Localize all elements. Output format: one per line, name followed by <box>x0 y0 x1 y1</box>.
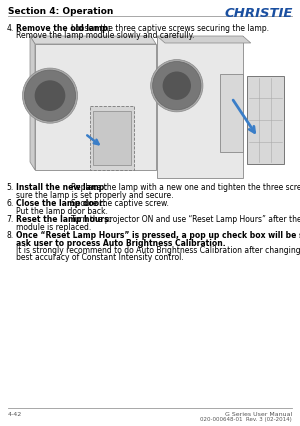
Text: Install the new lamp:: Install the new lamp: <box>16 183 107 192</box>
Text: Remove the old lamp:: Remove the old lamp: <box>16 24 111 33</box>
Circle shape <box>22 68 78 123</box>
Polygon shape <box>247 76 284 164</box>
Text: 4-42: 4-42 <box>8 412 22 417</box>
Text: Loosen the three captive screws securing the lamp.: Loosen the three captive screws securing… <box>71 24 269 33</box>
Polygon shape <box>30 36 156 44</box>
Circle shape <box>151 60 203 112</box>
Text: 6.: 6. <box>7 199 14 208</box>
Text: ask user to process Auto Brightness Calibration.: ask user to process Auto Brightness Cali… <box>16 239 226 248</box>
Polygon shape <box>220 75 243 153</box>
Polygon shape <box>93 111 131 165</box>
Polygon shape <box>35 44 156 170</box>
Text: 5.: 5. <box>7 183 14 192</box>
Text: Reset the lamp hours:: Reset the lamp hours: <box>16 215 112 224</box>
Text: Remove the lamp module slowly and carefully.: Remove the lamp module slowly and carefu… <box>16 32 194 40</box>
Text: It is strongly recommend to do Auto Brightness Calibration after changing lamp t: It is strongly recommend to do Auto Brig… <box>16 246 300 255</box>
Text: 4.: 4. <box>7 24 14 33</box>
Text: sure the lamp is set properly and secure.: sure the lamp is set properly and secure… <box>16 190 173 199</box>
Text: Section 4: Operation: Section 4: Operation <box>8 7 113 16</box>
Text: Turn the projector ON and use “Reset Lamp Hours” after the lamp: Turn the projector ON and use “Reset Lam… <box>71 215 300 224</box>
Text: Replace the lamp with a new one and tighten the three screws. Make: Replace the lamp with a new one and tigh… <box>71 183 300 192</box>
Text: Put the lamp door back.: Put the lamp door back. <box>16 207 108 216</box>
Text: module is replaced.: module is replaced. <box>16 222 91 231</box>
Circle shape <box>163 72 191 100</box>
Text: 020-000648-01  Rev. 3 (02-2014): 020-000648-01 Rev. 3 (02-2014) <box>200 417 292 422</box>
Circle shape <box>24 70 76 121</box>
Circle shape <box>153 62 201 110</box>
Text: Secure the captive screw.: Secure the captive screw. <box>71 199 169 208</box>
Text: G Series User Manual: G Series User Manual <box>225 412 292 417</box>
Polygon shape <box>30 36 35 170</box>
Polygon shape <box>157 36 251 43</box>
Text: Close the lamp door:: Close the lamp door: <box>16 199 106 208</box>
Polygon shape <box>157 36 243 178</box>
Text: 8.: 8. <box>7 231 14 240</box>
Circle shape <box>35 81 65 111</box>
Text: 7.: 7. <box>7 215 14 224</box>
Text: Once “Reset Lamp Hours” is pressed, a pop up check box will be shown on screen t: Once “Reset Lamp Hours” is pressed, a po… <box>16 231 300 240</box>
Text: best accuracy of Constant Intensity control.: best accuracy of Constant Intensity cont… <box>16 253 184 262</box>
Text: CHRISTIE: CHRISTIE <box>225 7 293 20</box>
Polygon shape <box>90 106 134 170</box>
